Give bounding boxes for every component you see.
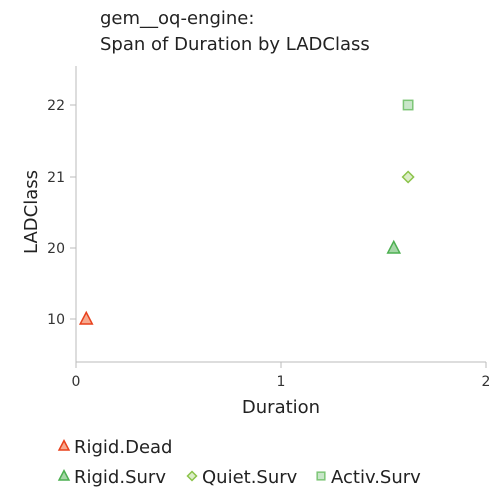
chart-title-line-2: Span of Duration by LADClass [100,34,370,55]
legend-marker-activ-surv [316,471,326,481]
legend-marker-rigid-dead [57,438,71,451]
chart-title: gem__oq-engine: Span of Duration by LADC… [100,8,370,55]
x-axis-label: Duration [242,397,320,418]
x-tick-label: 1 [277,374,286,390]
x-tick-label: 2 [482,374,491,390]
x-axis-ticks: 0 1 2 [72,362,491,390]
data-point-rigid-surv [386,239,402,254]
data-point-quiet-surv [401,170,415,184]
data-point-activ-surv [402,99,414,111]
legend-label: Quiet.Surv [202,467,298,488]
legend-marker-rigid-surv [57,468,71,481]
y-axis-label: LADClass [21,170,42,254]
y-tick-label: 22 [47,98,65,114]
y-tick-label: 10 [47,312,65,328]
x-tick-label: 0 [72,374,81,390]
legend: Rigid.Dead Rigid.Surv Quiet.Surv Activ.Surv [57,437,421,488]
chart-title-line-1: gem__oq-engine: [100,8,254,29]
data-point-rigid-dead [78,310,94,325]
legend-label: Rigid.Dead [74,437,172,458]
legend-marker-quiet-surv [186,470,198,482]
y-tick-label: 20 [47,241,65,257]
legend-label: Rigid.Surv [74,467,166,488]
y-axis-ticks: 10 20 21 22 [47,98,76,328]
legend-label: Activ.Surv [331,467,421,488]
y-tick-label: 21 [47,170,65,186]
data-points [78,99,415,325]
